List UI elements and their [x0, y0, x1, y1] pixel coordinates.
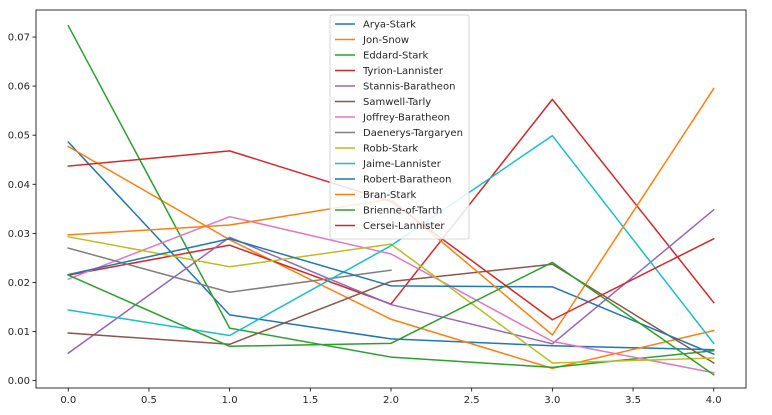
x-tick-label: 3.0 — [544, 395, 560, 406]
legend-label: Joffrey-Baratheon — [362, 113, 450, 124]
y-tick-label: 0.00 — [8, 376, 30, 387]
x-tick-label: 2.0 — [383, 395, 399, 406]
y-tick-label: 0.07 — [8, 33, 30, 44]
series-line-brienne-of-tarth — [67, 261, 715, 376]
legend-label: Brienne-of-Tarth — [363, 206, 442, 217]
x-tick-label: 1.5 — [302, 395, 318, 406]
legend-label: Robb-Stark — [363, 144, 418, 155]
y-axis: 0.00 0.01 0.02 0.03 0.04 0.05 0.06 0.07 — [8, 33, 36, 387]
legend-label: Jaime-Lannister — [362, 159, 442, 170]
series-line-jon-snow — [67, 145, 715, 370]
x-tick-label: 1.0 — [222, 395, 238, 406]
x-tick-label: 0.0 — [60, 395, 76, 406]
series-line-samwell-tarly — [67, 263, 715, 364]
legend-label: Jon-Snow — [362, 35, 409, 46]
y-tick-label: 0.01 — [8, 327, 30, 338]
legend-box — [329, 14, 470, 240]
series-line-robb-stark — [67, 235, 715, 364]
series-line-robert-baratheon — [67, 238, 715, 356]
x-tick-label: 4.0 — [706, 395, 722, 406]
legend-label: Tyrion-Lannister — [362, 66, 444, 77]
x-tick-label: 2.5 — [464, 395, 480, 406]
series-line-joffrey-baratheon — [67, 215, 715, 374]
x-axis: 0.0 0.5 1.0 1.5 2.0 2.5 3.0 3.5 4.0 — [60, 388, 722, 406]
x-tick-label: 0.5 — [141, 395, 157, 406]
y-tick-label: 0.03 — [8, 229, 30, 240]
legend-label: Samwell-Tarly — [363, 97, 431, 108]
legend-label: Cersei-Lannister — [363, 221, 445, 232]
y-tick-label: 0.05 — [8, 131, 30, 142]
y-tick-label: 0.04 — [8, 180, 30, 191]
legend-label: Daenerys-Targaryen — [363, 128, 463, 139]
legend-label: Bran-Stark — [363, 190, 417, 201]
series-line-jaime-lannister — [67, 134, 715, 345]
legend: Arya-Stark Jon-Snow Eddard-Stark Tyrion-Lan… — [329, 14, 470, 240]
x-tick-label: 3.5 — [625, 395, 641, 406]
legend-label: Eddard-Stark — [363, 51, 429, 62]
legend-label: Robert-Baratheon — [363, 175, 452, 186]
legend-label: Stannis-Baratheon — [363, 82, 455, 93]
y-tick-label: 0.02 — [8, 278, 30, 289]
legend-label: Arya-Stark — [363, 20, 416, 31]
y-tick-label: 0.06 — [8, 82, 30, 93]
